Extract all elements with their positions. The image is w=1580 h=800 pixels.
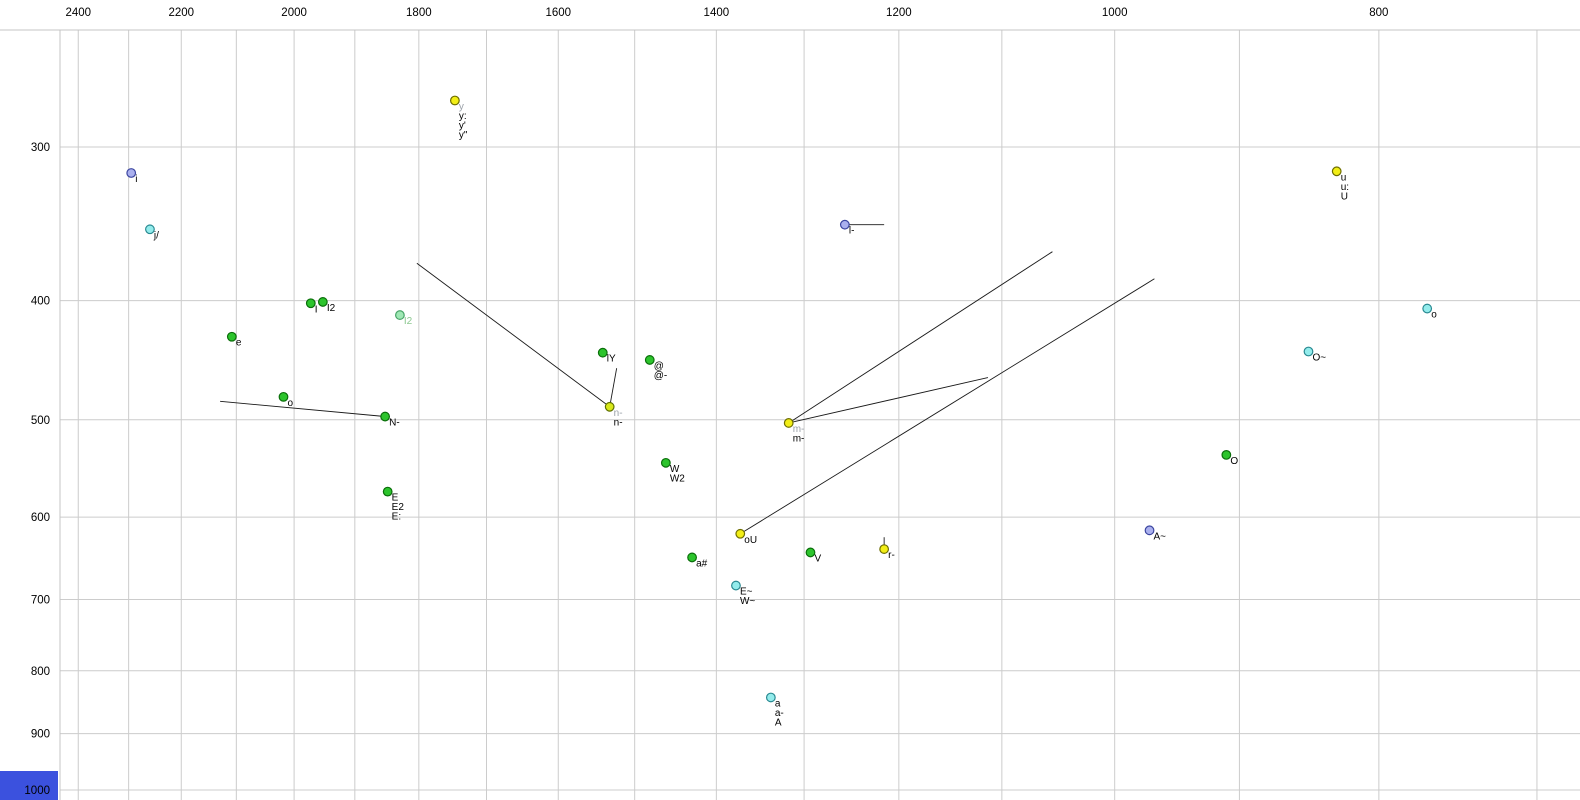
x-tick-label: 1000 (1102, 7, 1128, 19)
data-point[interactable] (395, 310, 405, 320)
y-tick-label: 800 (31, 666, 50, 678)
data-point[interactable] (687, 552, 697, 563)
point-label: oU (744, 535, 757, 546)
point-label: o (287, 398, 293, 409)
point-label: E (392, 493, 399, 504)
data-point[interactable] (597, 347, 608, 358)
point-label: m- (793, 424, 805, 435)
point-label: a# (696, 558, 708, 569)
point-label: W (670, 464, 680, 475)
point-label: m- (793, 433, 805, 444)
point-label: y' (459, 120, 466, 131)
data-point[interactable] (1144, 525, 1155, 536)
point-label: a- (775, 708, 784, 719)
point-label: e (236, 338, 242, 349)
point-label: @ (654, 361, 664, 372)
point-label: I2 (327, 303, 336, 314)
x-tick-label: 1200 (886, 7, 912, 19)
data-point[interactable] (226, 331, 237, 342)
point-label: u: (1341, 182, 1349, 193)
y-tick-label: 600 (31, 512, 50, 524)
data-point[interactable] (783, 418, 794, 428)
x-tick-label: 1600 (545, 7, 571, 19)
data-point[interactable] (380, 411, 391, 422)
y-tick-label: 1000 (24, 785, 50, 797)
x-tick-label: 800 (1369, 7, 1388, 19)
trajectory-line (788, 377, 989, 424)
y-tick-label: 500 (31, 415, 50, 427)
data-point[interactable] (145, 224, 155, 235)
point-label: I (315, 304, 318, 315)
data-point[interactable] (278, 391, 289, 402)
data-point[interactable] (660, 457, 671, 468)
y-tick-label: 900 (31, 729, 50, 741)
data-point[interactable] (735, 528, 746, 539)
point-label: a (775, 698, 781, 709)
point-label: i (135, 174, 137, 185)
point-label: O (1230, 456, 1238, 467)
trajectory-line (416, 262, 610, 408)
point-label: l- (849, 226, 855, 237)
point-label: y" (459, 130, 468, 141)
x-tick-label: 2200 (168, 7, 194, 19)
point-label: E~ (740, 587, 753, 598)
data-point[interactable] (449, 95, 460, 106)
data-point[interactable] (305, 298, 316, 309)
data-point[interactable] (317, 297, 328, 307)
point-label: A (775, 717, 782, 728)
point-label: V (814, 553, 821, 564)
point-label: u (1341, 172, 1347, 183)
data-point[interactable] (731, 580, 741, 591)
x-tick-label: 2000 (281, 7, 307, 19)
data-point[interactable] (805, 547, 816, 558)
point-label: U (1341, 191, 1348, 202)
data-point[interactable] (382, 486, 393, 497)
corner-box (0, 771, 58, 800)
point-label: W~ (740, 596, 755, 607)
y-tick-label: 300 (31, 142, 50, 154)
x-tick-label: 1400 (704, 7, 730, 19)
point-label: @- (654, 370, 667, 381)
trajectory-line (609, 368, 618, 407)
y-tick-label: 400 (31, 296, 50, 308)
trajectory-line (220, 400, 386, 417)
trajectory-line (788, 251, 1053, 424)
data-point[interactable] (644, 355, 655, 365)
y-tick-label: 700 (31, 594, 50, 606)
point-label: lY (607, 354, 616, 365)
point-label: W2 (670, 473, 685, 484)
data-point[interactable] (839, 219, 850, 230)
point-label: E: (392, 512, 401, 523)
trajectory-line (740, 278, 1155, 535)
point-label: E2 (392, 502, 405, 513)
data-point[interactable] (1331, 166, 1342, 177)
data-point[interactable] (879, 544, 890, 554)
point-label: o (1431, 310, 1437, 321)
x-tick-label: 2400 (65, 7, 91, 19)
point-label: A~ (1154, 531, 1167, 542)
point-label: j/ (153, 230, 159, 241)
point-label: N- (389, 418, 400, 429)
data-point[interactable] (765, 692, 776, 703)
point-label: n- (614, 408, 623, 419)
data-point[interactable] (1221, 449, 1232, 460)
point-label: n- (614, 417, 623, 428)
data-point[interactable] (1422, 303, 1433, 314)
x-tick-label: 1800 (406, 7, 432, 19)
point-label: y: (459, 111, 467, 122)
point-label: I2 (404, 316, 413, 327)
data-point[interactable] (604, 401, 615, 412)
data-point[interactable] (126, 168, 137, 178)
point-label: r- (888, 550, 895, 561)
point-label: y (459, 101, 464, 112)
data-point[interactable] (1303, 346, 1314, 357)
point-label: O~ (1312, 352, 1326, 363)
